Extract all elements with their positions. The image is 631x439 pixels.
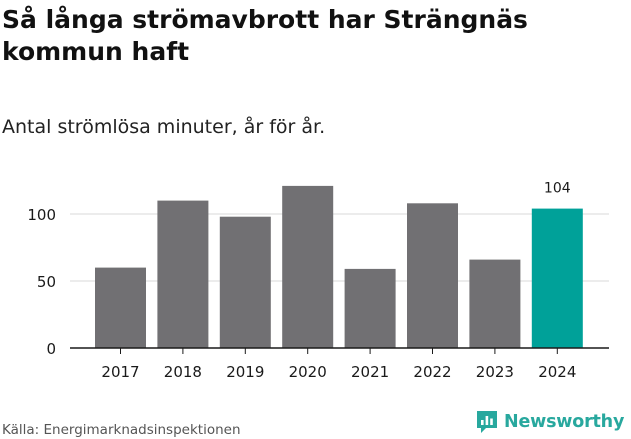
x-tick-label: 2017 xyxy=(101,363,139,381)
bar-2023 xyxy=(469,259,521,348)
bar-2019 xyxy=(219,216,271,348)
data-labels: 104 xyxy=(544,181,571,197)
y-tick-label: 100 xyxy=(27,206,56,224)
chart-title: Så långa strömavbrott har Strängnäs komm… xyxy=(2,5,528,66)
brand-name: Newsworthy xyxy=(504,412,625,432)
bars xyxy=(95,185,583,348)
x-tick-label: 2023 xyxy=(476,363,514,381)
y-tick-label: 50 xyxy=(37,273,56,291)
x-tick-label: 2019 xyxy=(226,363,264,381)
bar-2018 xyxy=(157,200,209,348)
data-label: 104 xyxy=(544,181,571,197)
source-note: Källa: Energimarknadsinspektionen xyxy=(2,422,241,438)
gridlines xyxy=(70,213,609,282)
x-tick-label: 2022 xyxy=(413,363,451,381)
newsworthy-logo-icon xyxy=(477,411,497,433)
bar-2022 xyxy=(407,203,458,348)
x-tick-label: 2018 xyxy=(164,363,202,381)
y-tick-label: 0 xyxy=(46,340,56,358)
x-tick-label: 2021 xyxy=(351,363,389,381)
x-tick-label: 2020 xyxy=(289,363,327,381)
newsworthy-brand[interactable]: Newsworthy xyxy=(475,407,624,437)
x-axis: 2017 2018 2019 2020 2021 2022 2023 2024 xyxy=(70,347,609,381)
y-axis: 0 50 100 xyxy=(27,206,56,358)
x-tick-label: 2024 xyxy=(538,363,576,381)
bar-2021 xyxy=(344,268,396,348)
chart-subtitle: Antal strömlösa minuter, år för år. xyxy=(2,116,326,138)
bar-2024 xyxy=(531,208,583,348)
bar-2020 xyxy=(282,185,334,348)
bar-2017 xyxy=(95,267,146,348)
